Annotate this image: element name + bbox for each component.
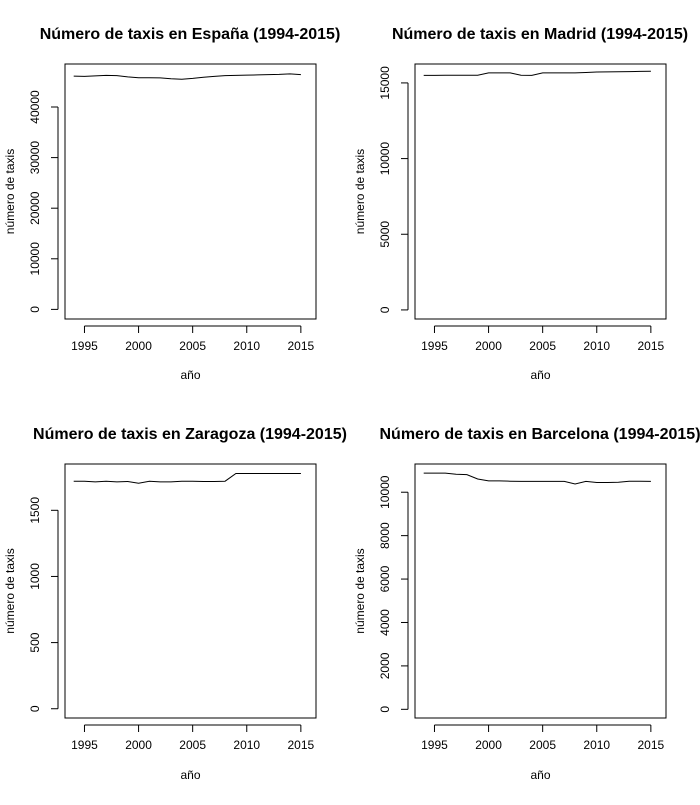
x-tick-label: 2005	[179, 339, 206, 353]
series-line-1	[73, 473, 301, 484]
x-axis-title: año	[180, 768, 200, 782]
series-line-1	[423, 472, 651, 485]
chart-panel-4: Número de taxis en Barcelona (1994-2015)…	[353, 426, 700, 782]
x-tick-label: 2000	[125, 738, 152, 752]
y-axis-title: número de taxis	[353, 149, 367, 234]
chart-title: Número de taxis en España (1994-2015)	[40, 26, 341, 43]
chart-title: Número de taxis en Zaragoza (1994-2015)	[33, 426, 347, 443]
x-tick-label: 1995	[71, 738, 98, 752]
y-tick-label: 6000	[378, 565, 392, 592]
x-tick-label: 2005	[529, 339, 556, 353]
y-tick-label: 0	[28, 306, 42, 313]
x-tick-label: 2010	[233, 738, 260, 752]
y-tick-label: 40000	[28, 90, 42, 124]
x-tick-label: 2005	[529, 738, 556, 752]
x-tick-label: 2015	[288, 339, 315, 353]
plot-frame	[414, 463, 667, 719]
plot-frame	[64, 463, 317, 719]
chart-panel-1: Número de taxis en España (1994-2015) 199…	[3, 26, 340, 382]
y-tick-label: 1500	[28, 497, 42, 524]
x-tick-label: 2010	[583, 738, 610, 752]
x-tick-label: 2010	[233, 339, 260, 353]
chart-title: Número de taxis en Madrid (1994-2015)	[392, 26, 688, 43]
series-line-1	[423, 70, 651, 76]
x-tick-label: 2005	[179, 738, 206, 752]
y-tick-label: 0	[378, 306, 392, 313]
y-tick-label: 2000	[378, 652, 392, 679]
y-axis-title: número de taxis	[3, 149, 17, 234]
x-tick-label: 1995	[71, 339, 98, 353]
x-axis-title: año	[530, 368, 550, 382]
y-tick-label: 30000	[28, 141, 42, 175]
y-tick-label: 8000	[378, 522, 392, 549]
y-tick-label: 4000	[378, 609, 392, 636]
y-tick-label: 0	[28, 705, 42, 712]
x-tick-label: 2000	[475, 339, 502, 353]
y-tick-label: 5000	[378, 221, 392, 248]
y-tick-label: 15000	[378, 66, 392, 100]
y-tick-label: 0	[378, 706, 392, 713]
x-tick-label: 2000	[125, 339, 152, 353]
y-tick-label: 10000	[378, 142, 392, 176]
series-line-1	[73, 73, 301, 80]
x-tick-label: 2015	[288, 738, 315, 752]
x-tick-label: 2015	[638, 738, 665, 752]
y-axis-title: número de taxis	[353, 548, 367, 633]
x-tick-label: 2015	[638, 339, 665, 353]
plot-frame	[64, 63, 317, 320]
x-tick-label: 2010	[583, 339, 610, 353]
y-tick-label: 500	[28, 632, 42, 652]
y-tick-label: 20000	[28, 191, 42, 225]
x-axis-title: año	[530, 768, 550, 782]
x-tick-label: 1995	[421, 339, 448, 353]
y-axis-title: número de taxis	[3, 548, 17, 633]
x-axis-title: año	[180, 368, 200, 382]
x-tick-label: 1995	[421, 738, 448, 752]
y-tick-label: 10000	[378, 475, 392, 509]
chart-panel-3: Número de taxis en Zaragoza (1994-2015) 1…	[3, 426, 347, 782]
x-tick-label: 2000	[475, 738, 502, 752]
chart-panel-2: Número de taxis en Madrid (1994-2015) 199…	[353, 26, 688, 382]
plot-frame	[414, 63, 667, 320]
y-tick-label: 10000	[28, 242, 42, 276]
chart-title: Número de taxis en Barcelona (1994-2015)	[379, 426, 700, 443]
y-tick-label: 1000	[28, 563, 42, 590]
